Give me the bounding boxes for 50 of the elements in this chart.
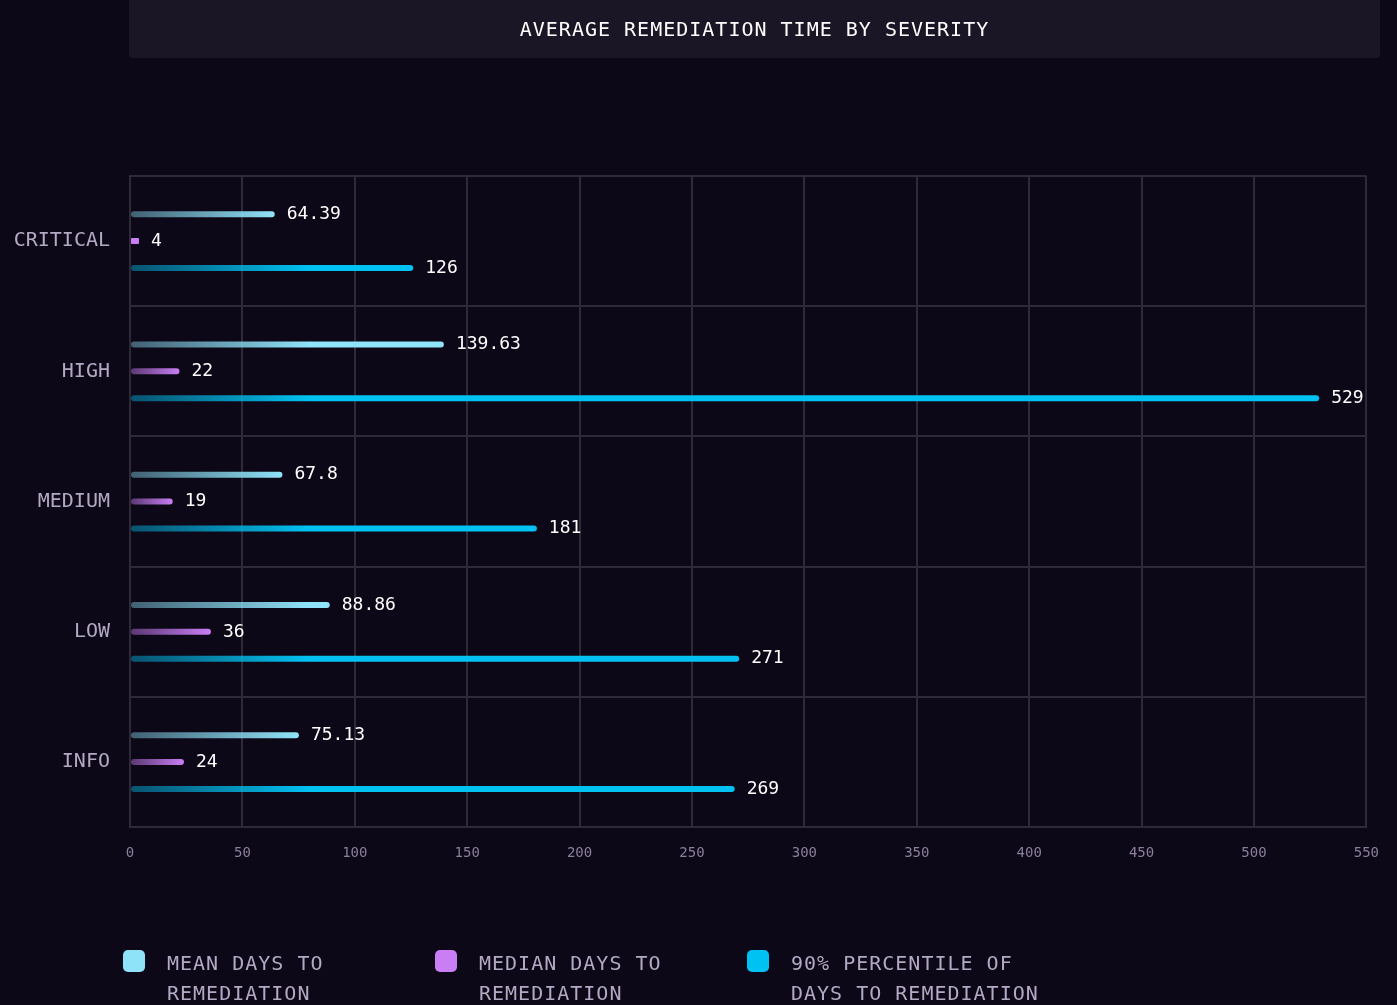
data-label: 271 (751, 646, 784, 668)
bar (131, 498, 173, 505)
x-tick-label: 200 (566, 844, 593, 861)
bar (131, 471, 283, 478)
bar (131, 368, 180, 375)
legend-label: MEAN DAYS TO REMEDIATION (167, 950, 325, 1005)
x-tick-label: 50 (233, 844, 251, 861)
x-tick-label: 350 (904, 844, 930, 861)
data-label: 36 (222, 619, 245, 641)
data-label: 88.86 (341, 592, 396, 614)
y-tick-label: CRITICAL (13, 227, 110, 252)
data-label: 181 (548, 516, 582, 538)
data-label: 24 (195, 749, 218, 771)
bar (131, 601, 330, 608)
bar (131, 786, 735, 792)
x-tick-label: 250 (679, 844, 705, 861)
bar (131, 265, 414, 272)
y-tick-label: INFO (61, 748, 110, 773)
x-tick-label: 500 (1241, 844, 1267, 861)
bar (131, 525, 537, 532)
x-tick-label: 300 (791, 844, 818, 861)
data-label: 126 (425, 255, 458, 277)
x-tick-label: 0 (125, 844, 135, 861)
data-label: 4 (150, 228, 162, 250)
bar (131, 655, 740, 662)
chart-title: AVERAGE REMEDIATION TIME BY SEVERITY (129, 0, 1380, 58)
bar (131, 732, 299, 739)
legend-label: 90% PERCENTILE OF DAYS TO REMEDIATION (791, 950, 1040, 1005)
data-label: 269 (746, 776, 780, 798)
bar (131, 211, 275, 218)
data-label: 139.63 (455, 332, 521, 354)
data-label: 75.13 (310, 722, 366, 744)
x-tick-label: 450 (1128, 844, 1155, 861)
y-tick-label: HIGH (61, 357, 110, 382)
bar (131, 628, 211, 635)
x-tick-label: 150 (454, 844, 480, 861)
y-tick-label: MEDIUM (37, 487, 110, 512)
x-tick-label: 100 (342, 844, 368, 861)
x-tick-label: 550 (1353, 844, 1380, 861)
data-label: 22 (191, 359, 214, 381)
data-label: 67.8 (294, 462, 338, 484)
x-tick-label: 400 (1016, 844, 1042, 861)
data-label: 19 (184, 489, 207, 511)
bar (131, 759, 184, 766)
data-label: 529 (1331, 385, 1364, 407)
y-tick-label: LOW (73, 618, 111, 643)
data-label: 64.39 (286, 201, 341, 223)
legend-label: MEDIAN DAYS TO REMEDIATION (479, 950, 663, 1005)
bar (131, 395, 1320, 402)
bar (131, 341, 444, 348)
